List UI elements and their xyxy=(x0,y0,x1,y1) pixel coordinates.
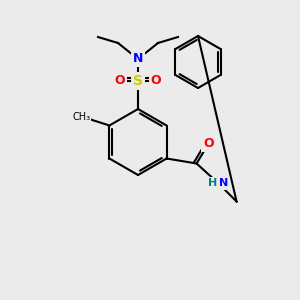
Text: N: N xyxy=(133,52,143,65)
Text: H: H xyxy=(208,178,217,188)
Text: S: S xyxy=(133,74,143,88)
Text: CH₃: CH₃ xyxy=(72,112,91,122)
Text: O: O xyxy=(151,74,161,88)
Text: O: O xyxy=(203,137,214,150)
Text: O: O xyxy=(115,74,125,88)
Text: N: N xyxy=(219,178,228,188)
